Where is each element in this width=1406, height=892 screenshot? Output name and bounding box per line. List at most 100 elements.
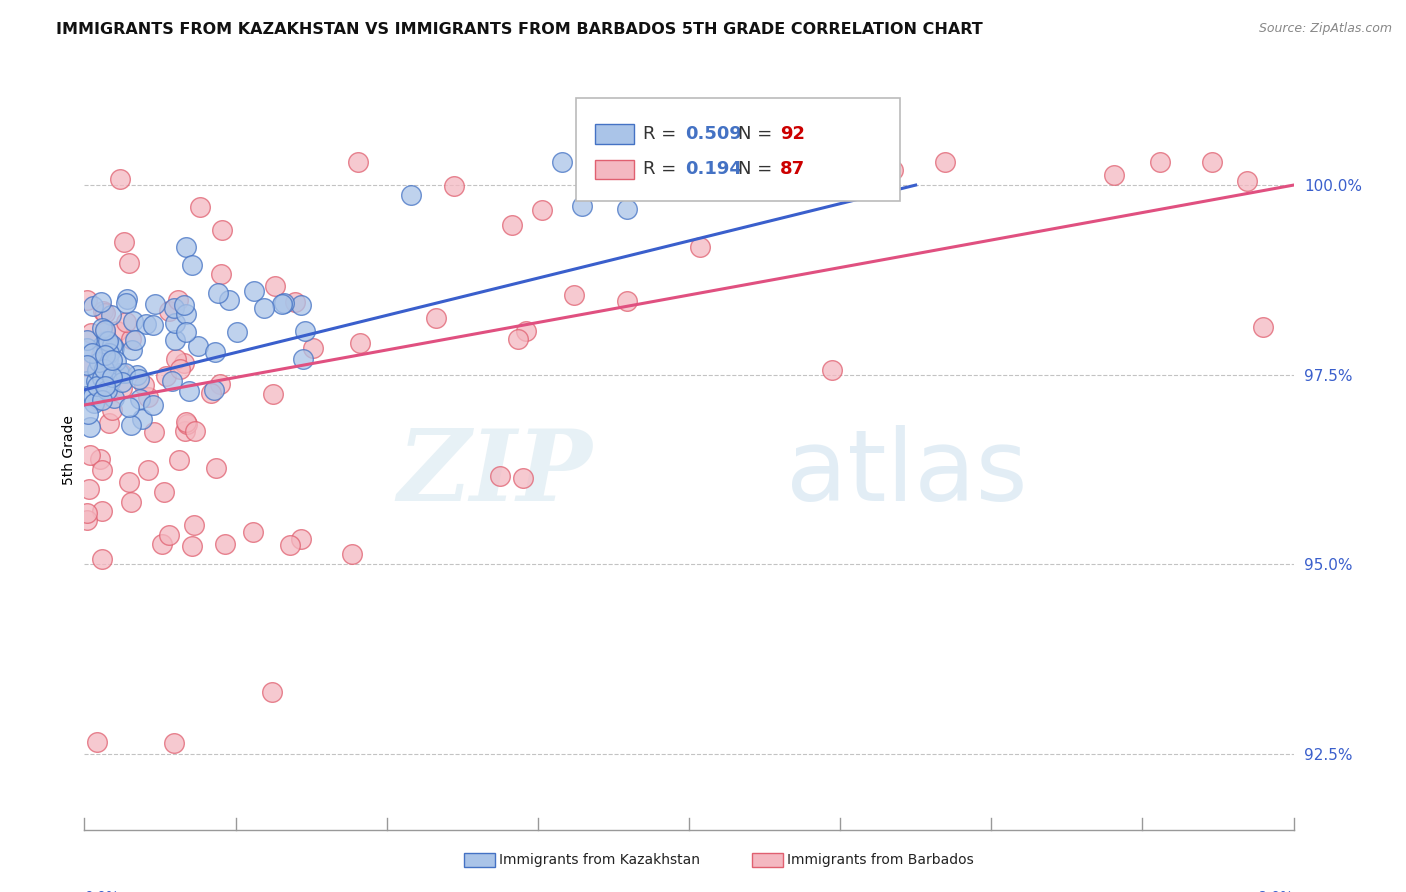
Point [302,341,325,355]
Point [159,304,181,318]
Point [128,392,150,406]
Point [136,463,159,477]
Point [271,297,294,311]
Point [783,155,806,169]
Point [868,155,890,169]
Point [90,392,112,407]
Point [181,539,204,553]
Point [837,155,859,169]
Point [174,307,197,321]
Point [157,528,180,542]
Point [184,425,207,439]
Point [90,348,112,362]
Point [143,425,166,439]
Point [242,524,264,539]
Point [115,296,138,310]
Point [121,343,143,357]
Point [578,155,600,169]
Point [177,384,200,398]
Point [76,374,98,388]
Point [205,460,228,475]
Point [118,475,141,489]
Text: Immigrants from Barbados: Immigrants from Barbados [787,853,974,867]
Point [142,397,165,411]
Point [98,375,121,389]
Point [782,155,804,169]
Text: Immigrants from Kazakhstan: Immigrants from Kazakhstan [499,853,700,867]
Point [262,387,284,401]
Point [204,345,226,359]
Point [207,286,229,301]
Point [114,366,136,380]
Point [143,297,166,311]
Point [443,178,465,193]
Point [169,362,191,376]
Point [1236,174,1258,188]
Text: 8.0%: 8.0% [1258,890,1294,892]
Point [94,348,117,362]
Point [87,355,110,369]
Point [214,537,236,551]
Point [91,371,114,385]
Point [77,407,100,421]
Point [209,376,232,391]
Point [1104,168,1126,182]
Point [96,334,118,348]
Point [200,386,222,401]
Point [110,367,132,381]
Point [163,316,186,330]
Point [176,417,198,432]
Point [173,298,195,312]
Point [101,337,124,351]
Point [150,537,173,551]
Point [125,368,148,382]
Point [163,736,186,750]
Point [155,369,177,384]
Point [108,367,131,381]
Point [121,332,143,346]
Point [91,551,114,566]
Point [114,315,136,329]
Point [76,293,98,307]
Point [80,326,103,340]
Point [489,468,512,483]
Point [122,314,145,328]
Y-axis label: 5th Grade: 5th Grade [62,416,76,485]
Point [79,448,101,462]
Point [100,364,122,378]
Text: R =: R = [643,125,682,143]
Point [218,293,240,307]
Point [531,203,554,218]
Point [174,416,197,430]
Point [90,320,112,334]
Point [80,346,103,360]
Point [108,171,131,186]
Point [128,372,150,386]
Point [76,334,98,348]
Point [94,322,117,336]
Point [181,259,204,273]
Point [821,363,844,377]
Point [111,376,134,390]
Point [76,512,98,526]
Point [97,351,120,366]
Point [174,424,197,438]
Text: 0.0%: 0.0% [84,890,120,892]
Point [79,420,101,434]
Point [77,483,100,497]
Point [187,339,209,353]
Point [101,402,124,417]
Point [1201,155,1223,169]
Point [768,155,790,169]
Point [515,324,537,338]
Point [131,411,153,425]
Point [87,392,110,407]
Point [294,324,316,338]
Point [136,390,159,404]
Point [89,451,111,466]
Point [82,299,104,313]
Point [118,256,141,270]
Point [135,317,157,331]
Point [120,417,142,432]
Point [882,163,904,178]
